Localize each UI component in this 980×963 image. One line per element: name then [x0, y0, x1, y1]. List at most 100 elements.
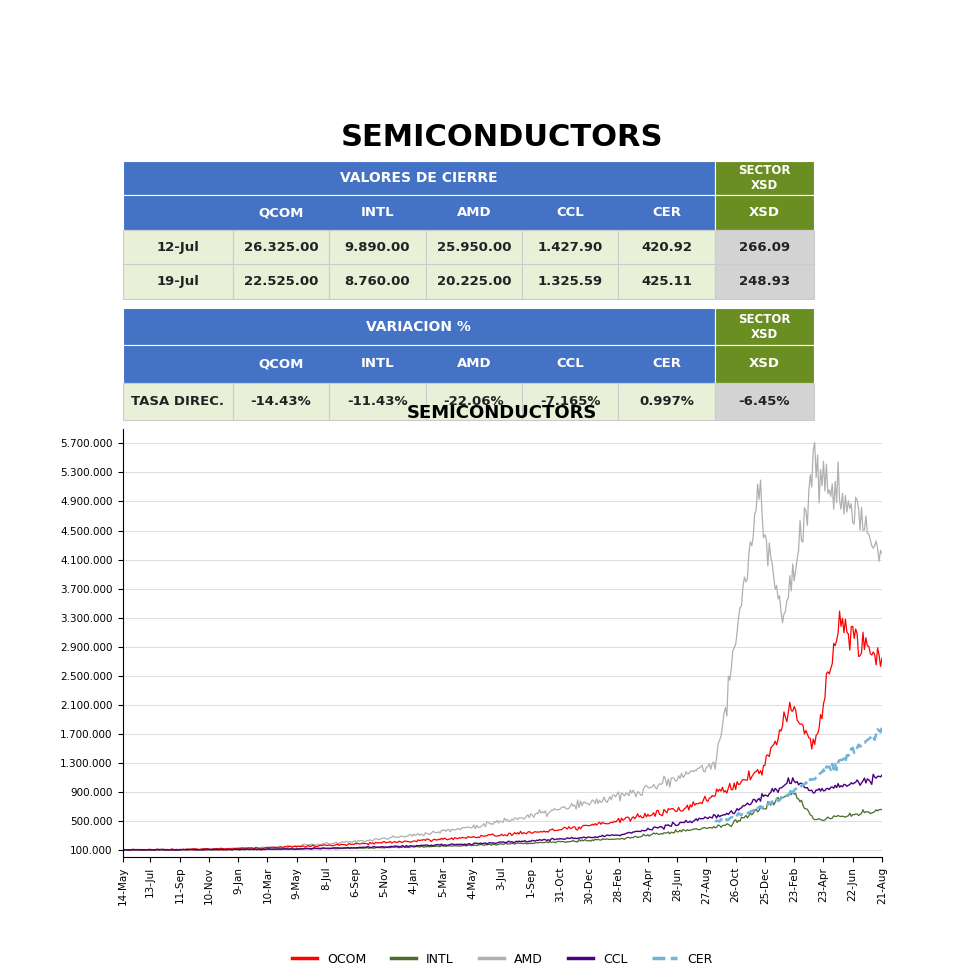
Text: 1.325.59: 1.325.59	[538, 275, 603, 288]
AMD	[808, 437, 820, 449]
CCL	[138, 845, 150, 856]
Text: CER: CER	[652, 357, 681, 371]
Text: -22.06%: -22.06%	[444, 395, 504, 407]
QCOM	[209, 843, 221, 854]
FancyBboxPatch shape	[425, 382, 522, 420]
FancyBboxPatch shape	[122, 265, 232, 299]
AMD	[117, 844, 128, 855]
Text: SECTOR
XSD: SECTOR XSD	[738, 164, 791, 192]
FancyBboxPatch shape	[618, 230, 715, 265]
Text: 19-Jul: 19-Jul	[156, 275, 199, 288]
FancyBboxPatch shape	[715, 346, 813, 382]
FancyBboxPatch shape	[715, 308, 813, 346]
FancyBboxPatch shape	[232, 265, 329, 299]
Text: 25.950.00: 25.950.00	[436, 241, 511, 253]
Text: VARIACION %: VARIACION %	[367, 320, 471, 333]
Text: AMD: AMD	[457, 206, 491, 220]
FancyBboxPatch shape	[715, 230, 813, 265]
FancyBboxPatch shape	[522, 382, 618, 420]
AMD	[147, 845, 159, 856]
Text: INTL: INTL	[361, 206, 394, 220]
AMD	[712, 739, 724, 750]
CCL	[790, 777, 802, 789]
AMD	[790, 564, 802, 576]
Text: QCOM: QCOM	[258, 357, 304, 371]
FancyBboxPatch shape	[425, 265, 522, 299]
CCL	[209, 844, 221, 855]
CCL	[867, 768, 879, 780]
Text: 12-Jul: 12-Jul	[156, 241, 199, 253]
Line: QCOM: QCOM	[122, 612, 882, 850]
Text: SEMICONDUCTORS: SEMICONDUCTORS	[341, 123, 663, 152]
Title: SEMICONDUCTORS: SEMICONDUCTORS	[407, 403, 598, 422]
CER	[772, 795, 784, 807]
FancyBboxPatch shape	[122, 308, 715, 346]
QCOM	[790, 704, 802, 716]
INTL	[324, 843, 336, 854]
CER	[856, 739, 867, 750]
FancyBboxPatch shape	[122, 195, 715, 230]
CCL	[324, 843, 336, 854]
QCOM	[324, 840, 336, 851]
Text: CCL: CCL	[557, 357, 584, 371]
CER	[876, 721, 888, 733]
CER	[763, 796, 775, 808]
Text: 20.225.00: 20.225.00	[436, 275, 511, 288]
FancyBboxPatch shape	[715, 265, 813, 299]
CER	[710, 816, 721, 827]
Text: -11.43%: -11.43%	[347, 395, 408, 407]
FancyBboxPatch shape	[329, 382, 425, 420]
FancyBboxPatch shape	[329, 265, 425, 299]
INTL	[117, 844, 128, 855]
AMD	[137, 844, 149, 855]
QCOM	[137, 845, 149, 856]
QCOM	[117, 844, 128, 855]
INTL	[791, 793, 803, 804]
Text: AMD: AMD	[457, 357, 491, 371]
FancyBboxPatch shape	[522, 230, 618, 265]
CCL	[117, 844, 128, 855]
AMD	[209, 843, 221, 854]
AMD	[876, 547, 888, 559]
Legend: QCOM, INTL, AMD, CCL, CER: QCOM, INTL, AMD, CCL, CER	[287, 948, 717, 963]
Text: QCOM: QCOM	[258, 206, 304, 220]
CER	[810, 771, 822, 783]
INTL	[876, 804, 888, 816]
CER	[748, 805, 760, 817]
INTL	[787, 786, 799, 797]
FancyBboxPatch shape	[618, 265, 715, 299]
INTL	[137, 845, 149, 856]
Line: INTL: INTL	[122, 792, 882, 850]
Text: 26.325.00: 26.325.00	[244, 241, 318, 253]
AMD	[722, 670, 734, 682]
Text: 22.525.00: 22.525.00	[244, 275, 318, 288]
FancyBboxPatch shape	[618, 382, 715, 420]
Text: 8.760.00: 8.760.00	[345, 275, 410, 288]
Line: AMD: AMD	[122, 443, 882, 850]
FancyBboxPatch shape	[232, 230, 329, 265]
FancyBboxPatch shape	[715, 382, 813, 420]
FancyBboxPatch shape	[122, 382, 232, 420]
FancyBboxPatch shape	[715, 195, 813, 230]
Text: SECTOR
XSD: SECTOR XSD	[738, 313, 791, 341]
Text: 266.09: 266.09	[739, 241, 790, 253]
CER	[731, 809, 743, 820]
Text: TASA DIREC.: TASA DIREC.	[131, 395, 224, 407]
Text: 425.11: 425.11	[641, 275, 692, 288]
Text: 9.890.00: 9.890.00	[345, 241, 410, 253]
Text: 0.997%: 0.997%	[639, 395, 694, 407]
QCOM	[834, 606, 846, 617]
FancyBboxPatch shape	[232, 382, 329, 420]
Text: 248.93: 248.93	[739, 275, 790, 288]
Text: -14.43%: -14.43%	[251, 395, 312, 407]
CCL	[712, 809, 724, 820]
Line: CER: CER	[715, 727, 882, 821]
Text: XSD: XSD	[749, 206, 780, 220]
CCL	[123, 845, 135, 856]
FancyBboxPatch shape	[715, 161, 813, 195]
QCOM	[149, 845, 161, 856]
FancyBboxPatch shape	[122, 161, 715, 195]
Text: 420.92: 420.92	[641, 241, 692, 253]
INTL	[209, 844, 221, 855]
Line: CCL: CCL	[122, 774, 882, 850]
